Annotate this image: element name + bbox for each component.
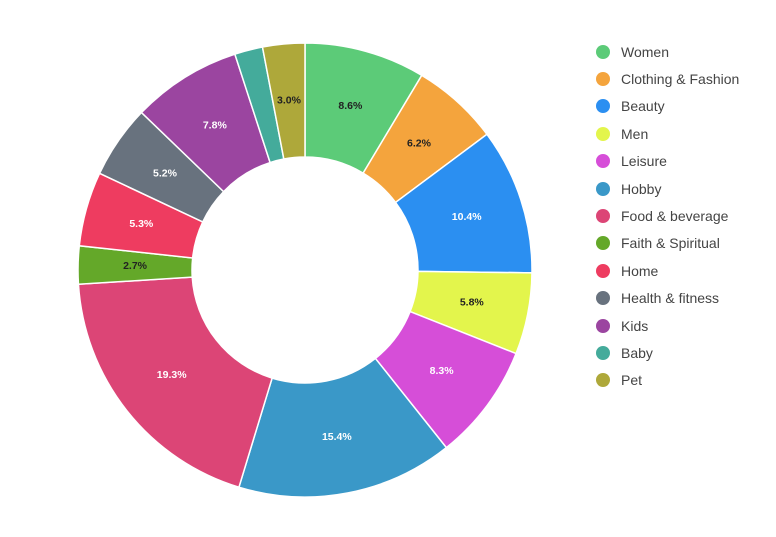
legend-label: Home xyxy=(621,262,659,279)
legend-label: Men xyxy=(621,125,649,142)
legend-label: Baby xyxy=(621,344,653,361)
legend-item[interactable]: Home xyxy=(596,257,739,284)
legend-swatch xyxy=(596,291,610,306)
legend-swatch xyxy=(596,373,610,388)
legend-swatch xyxy=(596,263,610,278)
legend-label: Faith & Spiritual xyxy=(621,235,720,252)
legend-label: Beauty xyxy=(621,98,665,115)
legend-label: Women xyxy=(621,43,669,60)
legend-label: Pet xyxy=(621,372,643,389)
slice-data-label: 5.8% xyxy=(460,297,485,309)
legend-label: Health & fitness xyxy=(621,290,720,307)
legend-item[interactable]: Beauty xyxy=(596,93,739,120)
slice-data-label: 8.3% xyxy=(430,365,455,377)
legend: Women Clothing & Fashion Beauty Men Leisure H… xyxy=(596,38,739,394)
slice-food-beverage[interactable] xyxy=(77,276,274,489)
legend-label: Clothing & Fashion xyxy=(621,71,740,88)
legend-swatch xyxy=(596,99,610,114)
slice-data-label: 3.0% xyxy=(277,95,302,107)
legend-label: Hobby xyxy=(621,180,662,197)
slice-data-label: 5.3% xyxy=(129,218,154,230)
slice-data-label: 2.7% xyxy=(123,260,148,272)
legend-item[interactable]: Pet xyxy=(596,367,739,394)
slice-data-label: 7.8% xyxy=(203,120,228,132)
legend-item[interactable]: Kids xyxy=(596,312,739,339)
slice-data-label: 15.4% xyxy=(322,431,352,443)
legend-item[interactable]: Hobby xyxy=(596,175,739,202)
legend-item[interactable]: Leisure xyxy=(596,148,739,175)
legend-swatch xyxy=(596,345,610,360)
legend-swatch xyxy=(596,154,610,169)
legend-item[interactable]: Health & fitness xyxy=(596,285,739,312)
legend-item[interactable]: Men xyxy=(596,120,739,147)
legend-swatch xyxy=(596,44,610,59)
legend-swatch xyxy=(596,209,610,224)
slice-hobby[interactable] xyxy=(237,357,448,498)
slice-data-label: 8.6% xyxy=(338,100,363,112)
legend-item[interactable]: Faith & Spiritual xyxy=(596,230,739,257)
legend-item[interactable]: Food & beverage xyxy=(596,202,739,229)
slice-data-label: 10.4% xyxy=(452,211,482,223)
slice-data-label: 19.3% xyxy=(157,369,187,381)
legend-label: Kids xyxy=(621,317,649,334)
legend-label: Food & beverage xyxy=(621,208,729,225)
slice-pet[interactable] xyxy=(261,42,306,160)
legend-swatch xyxy=(596,318,610,333)
legend-item[interactable]: Baby xyxy=(596,339,739,366)
legend-swatch xyxy=(596,181,610,196)
legend-swatch xyxy=(596,72,610,87)
legend-item[interactable]: Women xyxy=(596,38,739,65)
legend-item[interactable]: Clothing & Fashion xyxy=(596,65,739,92)
legend-label: Leisure xyxy=(621,153,667,170)
slice-data-label: 6.2% xyxy=(407,138,432,150)
slice-data-label: 5.2% xyxy=(153,167,178,179)
legend-swatch xyxy=(596,126,610,141)
legend-swatch xyxy=(596,236,610,251)
